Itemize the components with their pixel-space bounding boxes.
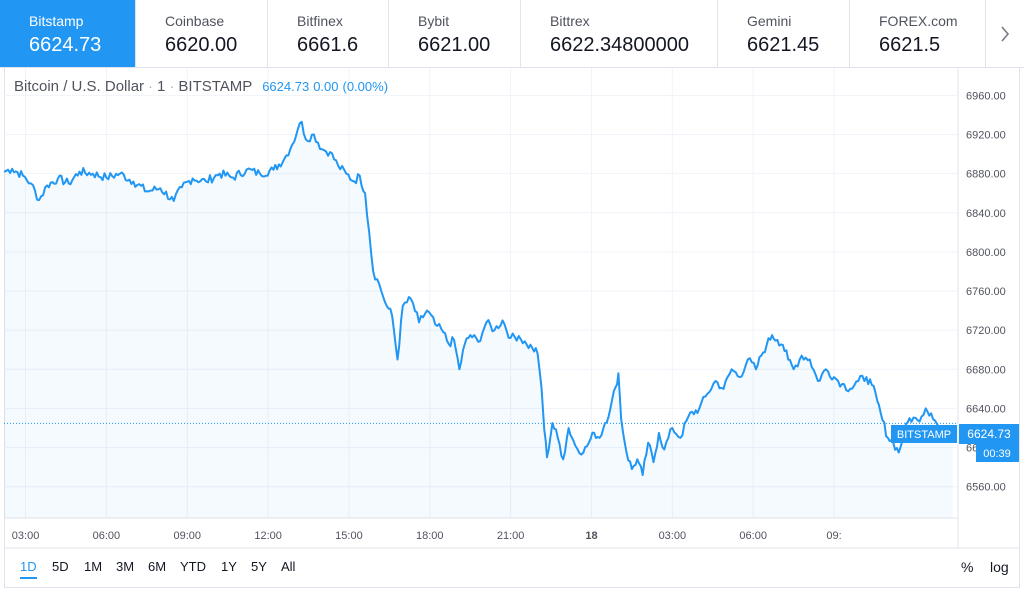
y-tick-label: 6840.00 <box>966 208 1006 220</box>
ticker-name: Bitstamp <box>29 13 84 29</box>
legend-change: 0.00 <box>313 79 339 94</box>
y-tick-label: 6800.00 <box>966 247 1006 259</box>
last-price-value: 6624.73 <box>967 427 1011 441</box>
y-tick-label: 6680.00 <box>966 364 1006 376</box>
ticker-price: 6620.00 <box>165 34 238 56</box>
ticker-coinbase[interactable]: Coinbase 6620.00 <box>136 0 268 67</box>
timeframe-3m[interactable]: 3M <box>116 559 135 574</box>
timeframe-1d[interactable]: 1D <box>20 559 37 579</box>
x-tick-label: 18 <box>585 530 597 542</box>
bar-countdown-badge: 00:39 <box>976 444 1019 462</box>
x-tick-label: 03:00 <box>12 530 40 542</box>
symbol-exchange: BITSTAMP <box>178 78 253 95</box>
y-tick-label: 6880.00 <box>966 169 1006 181</box>
ticker-name: Gemini <box>747 13 792 29</box>
timeframe-6m[interactable]: 6M <box>148 559 167 574</box>
x-tick-label: 03:00 <box>659 530 687 542</box>
x-tick-label: 06:00 <box>739 530 767 542</box>
ticker-name: Coinbase <box>165 13 225 29</box>
ticker-name: Bybit <box>418 13 450 29</box>
last-price-box <box>959 424 1019 444</box>
price-area-fill <box>4 121 953 519</box>
y-tick-label: 6640.00 <box>966 403 1006 415</box>
ticker-next-button[interactable] <box>986 0 1024 67</box>
y-tick-label: 6920.00 <box>966 130 1006 142</box>
series-label-box <box>891 425 957 443</box>
chart-legend: Bitcoin / U.S. Dollar · 1 · BITSTAMP 6624.73… <box>14 78 392 95</box>
percent-scale-button[interactable]: % <box>961 559 974 575</box>
timeframe-5d[interactable]: 5D <box>52 559 69 574</box>
ticker-bybit[interactable]: Bybit 6621.00 <box>389 0 521 67</box>
ticker-forex[interactable]: FOREX.com 6621.5 <box>850 0 986 67</box>
x-tick-label: 15:00 <box>335 530 363 542</box>
y-tick-label: 6560.00 <box>966 482 1006 494</box>
series-label-name: BITSTAMP <box>897 429 951 441</box>
exchange-ticker-strip: Bitstamp 6624.73 Coinbase 6620.00 Bitfin… <box>0 0 1024 68</box>
chart-grid <box>4 68 958 518</box>
log-scale-button[interactable]: log <box>990 559 1009 575</box>
price-series-line <box>3 120 954 476</box>
symbol-interval: 1 <box>157 78 166 95</box>
ticker-gemini[interactable]: Gemini 6621.45 <box>718 0 850 67</box>
x-tick-label: 12:00 <box>254 530 282 542</box>
series-price-label: BITSTAMP <box>891 425 957 443</box>
y-tick-label: 6960.00 <box>966 90 1006 102</box>
ticker-bitstamp[interactable]: Bitstamp 6624.73 <box>0 0 136 67</box>
ticker-price: 6661.6 <box>297 34 359 56</box>
last-price-badge: 6624.73 <box>959 424 1019 444</box>
timeframe-1m[interactable]: 1M <box>84 559 103 574</box>
ticker-bittrex[interactable]: Bittrex 6622.34800000 <box>521 0 718 67</box>
timeframe-1y[interactable]: 1Y <box>221 559 237 574</box>
price-axis[interactable]: 6560.006600.006640.006680.006720.006760.… <box>966 90 1006 493</box>
legend-last-price: 6624.73 <box>262 79 310 94</box>
x-tick-label: 18:00 <box>416 530 444 542</box>
ticker-price: 6622.34800000 <box>550 34 690 56</box>
ticker-price: 6621.5 <box>879 34 941 56</box>
x-tick-label: 09: <box>826 530 841 542</box>
timeframe-ytd[interactable]: YTD <box>180 559 206 574</box>
ticker-price: 6624.73 <box>29 34 102 56</box>
x-tick-label: 06:00 <box>93 530 121 542</box>
chart-frame <box>4 68 1020 588</box>
symbol-title[interactable]: Bitcoin / U.S. Dollar <box>14 78 145 95</box>
countdown-box <box>976 444 1019 462</box>
ticker-name: Bitfinex <box>297 13 343 29</box>
ticker-price: 6621.00 <box>418 34 491 56</box>
timeframe-all[interactable]: All <box>281 559 296 574</box>
y-tick-label: 6720.00 <box>966 325 1006 337</box>
time-axis[interactable]: 03:00 06:00 09:00 12:00 15:00 18:00 21:00 18 03:… <box>12 530 842 542</box>
x-tick-label: 21:00 <box>497 530 525 542</box>
legend-separator: · <box>169 78 175 95</box>
ticker-bitfinex[interactable]: Bitfinex 6661.6 <box>268 0 389 67</box>
ticker-name: Bittrex <box>550 13 590 29</box>
legend-separator: · <box>148 78 154 95</box>
ticker-price: 6621.45 <box>747 34 820 56</box>
ticker-name: FOREX.com <box>879 13 958 29</box>
x-tick-label: 09:00 <box>173 530 201 542</box>
legend-values: 6624.73 0.00 (0.00%) <box>262 79 392 94</box>
legend-change-percent: (0.00%) <box>342 79 389 94</box>
chevron-right-icon <box>1001 25 1010 42</box>
timeframe-5y[interactable]: 5Y <box>251 559 267 574</box>
countdown-value: 00:39 <box>983 448 1011 460</box>
y-tick-label: 6760.00 <box>966 286 1006 298</box>
